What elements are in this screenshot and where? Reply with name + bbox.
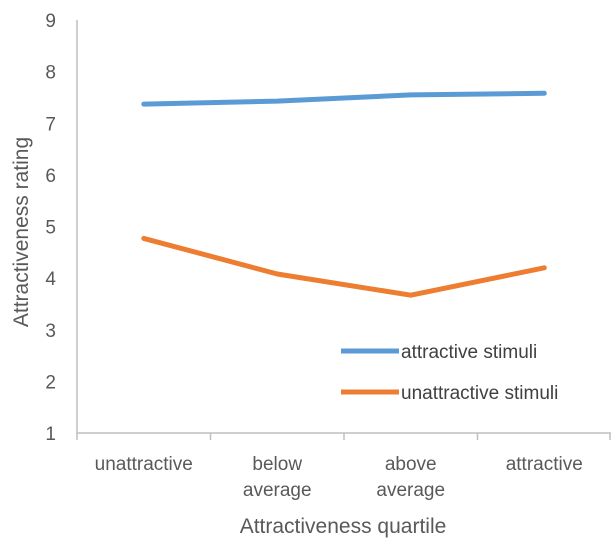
y-tick-label: 6 xyxy=(45,166,56,187)
x-tick-label: average xyxy=(376,480,445,501)
x-tick-label: attractive xyxy=(506,454,583,475)
x-axis-title: Attractiveness quartile xyxy=(240,515,447,538)
legend-label: unattractive stimuli xyxy=(401,383,558,404)
y-tick-label: 3 xyxy=(45,321,56,342)
y-axis-title: Attractiveness rating xyxy=(10,137,33,327)
y-tick-label: 1 xyxy=(45,424,56,445)
series-line-0 xyxy=(141,90,547,107)
legend-label: attractive stimuli xyxy=(401,342,537,363)
y-tick-label: 2 xyxy=(45,372,56,393)
x-tick-label: unattractive xyxy=(95,454,193,475)
y-tick-label: 4 xyxy=(45,269,56,290)
y-tick-label: 8 xyxy=(45,63,56,84)
y-tick-label: 7 xyxy=(45,114,56,135)
x-tick-label: average xyxy=(243,480,312,501)
x-axis-ticks: unattractive below average above average attr… xyxy=(95,454,583,501)
x-tick-label: above xyxy=(385,454,437,475)
x-tick-label: below xyxy=(252,454,302,475)
y-axis-ticks: 1 2 3 4 5 6 7 8 9 xyxy=(45,11,56,445)
series-line-1 xyxy=(141,235,547,298)
y-tick-label: 5 xyxy=(45,218,56,239)
legend: attractive stimuli unattractive stimuli xyxy=(341,342,558,404)
y-tick-label: 9 xyxy=(45,11,56,32)
axes xyxy=(76,20,611,440)
series-lines xyxy=(141,90,547,298)
